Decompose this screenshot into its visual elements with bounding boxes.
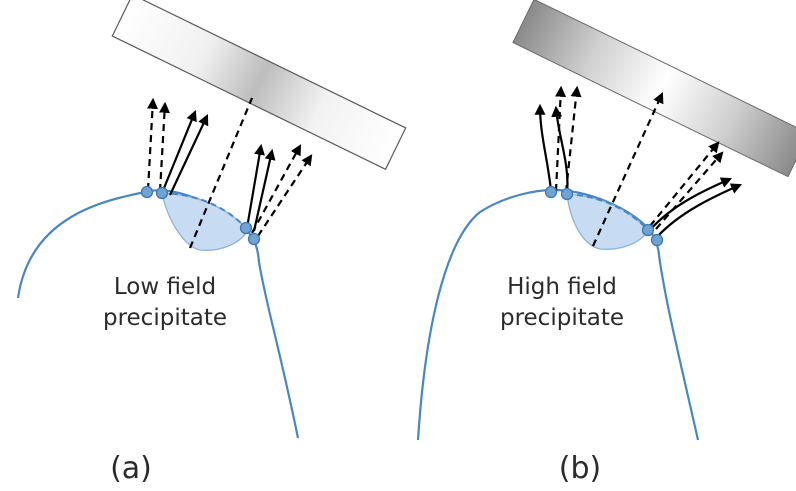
precipitate-label-a-line2: precipitate — [103, 305, 227, 331]
trajectories-b-left — [534, 85, 582, 194]
trajectories-a-right — [245, 143, 313, 237]
precipitate-label-b-line1: High field — [507, 274, 617, 300]
atom-b-2 — [560, 187, 574, 201]
precipitate-label-a-line1: Low field — [114, 274, 216, 300]
precipitate-b — [566, 193, 649, 250]
atom-a-3 — [239, 221, 253, 235]
panel-label-a: (a) — [110, 451, 152, 486]
precipitate-label-b-line2: precipitate — [500, 305, 624, 331]
atom-b-4 — [650, 233, 664, 247]
precipitate-boundary-b — [566, 193, 649, 231]
atom-a-2 — [155, 186, 169, 200]
atom-a-4 — [247, 232, 261, 246]
panel-b: High field precipitate (b) — [416, 0, 796, 486]
panel-a: Low field precipitate (a) — [16, 0, 407, 486]
center-trajectory-a — [188, 97, 254, 249]
trajectories-b-right — [649, 141, 743, 238]
atom-a-1 — [140, 185, 154, 199]
detector-b — [512, 0, 796, 178]
center-trajectory-b — [591, 91, 664, 247]
detector-a — [111, 0, 407, 171]
trajectories-a-left — [146, 97, 209, 196]
panel-label-b: (b) — [559, 451, 601, 486]
atom-b-3 — [641, 223, 655, 237]
atom-b-1 — [544, 185, 558, 199]
specimen-tip-b — [416, 188, 700, 441]
